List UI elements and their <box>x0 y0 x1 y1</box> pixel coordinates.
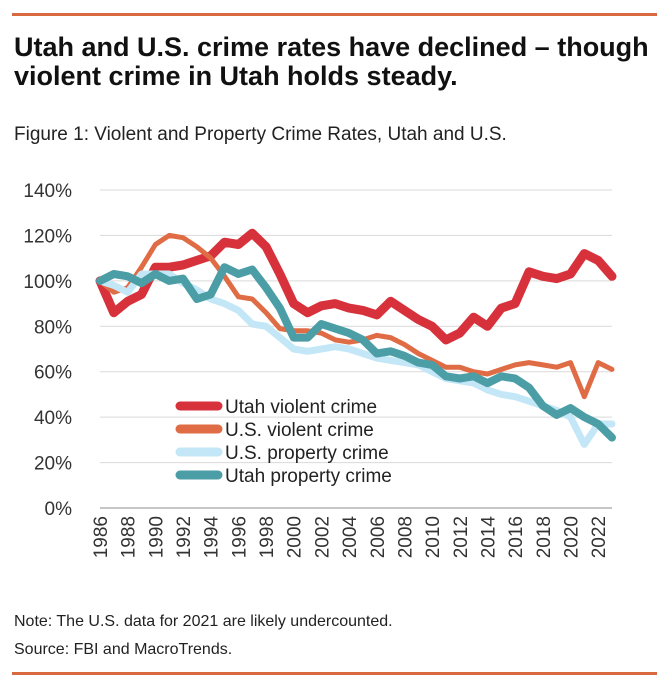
x-tick-label: 2008 <box>395 516 416 558</box>
series-lines <box>95 228 617 448</box>
chart-subtitle: Figure 1: Violent and Property Crime Rat… <box>14 124 507 145</box>
y-tick-label: 60% <box>34 363 72 384</box>
x-tick-label: 2022 <box>589 516 610 558</box>
y-tick-label: 140% <box>23 181 72 202</box>
legend-label: Utah property crime <box>225 466 392 487</box>
x-tick-label: 2018 <box>534 516 555 558</box>
x-tick-label: 1986 <box>91 516 112 558</box>
x-tick-label: 1994 <box>202 516 223 559</box>
footnote-note: Note: The U.S. data for 2021 are likely … <box>14 613 393 630</box>
y-tick-label: 100% <box>23 272 72 293</box>
x-tick-label: 2012 <box>451 516 472 558</box>
y-axis-tick-labels: 0% 20% 40% 60% 80% 100% 120% 140% <box>23 181 72 520</box>
legend-label: U.S. violent crime <box>225 420 374 441</box>
y-tick-label: 40% <box>34 408 72 429</box>
series-line-3 <box>96 263 616 442</box>
x-tick-label: 1988 <box>119 516 140 558</box>
x-tick-label: 1992 <box>174 516 195 558</box>
x-axis-tick-labels: 1986 1988 1990 1992 1994 1996 1998 2000 2002 2004… <box>91 516 610 559</box>
y-tick-label: 20% <box>34 454 72 475</box>
series-line-0 <box>95 228 617 345</box>
x-tick-label: 2000 <box>285 516 306 558</box>
x-tick-label: 1990 <box>146 516 167 558</box>
series-line-2 <box>96 270 616 448</box>
bottom-rule <box>12 672 657 675</box>
x-tick-label: 2020 <box>561 516 582 558</box>
y-tick-label: 80% <box>34 317 72 338</box>
footnote-source: Source: FBI and MacroTrends. <box>14 641 233 658</box>
y-tick-label: 120% <box>23 226 72 247</box>
top-rule <box>12 13 657 16</box>
x-tick-label: 2002 <box>312 516 333 558</box>
y-tick-label: 0% <box>45 499 73 520</box>
x-tick-label: 1998 <box>257 516 278 558</box>
chart-title: Utah and U.S. crime rates have declined … <box>14 32 649 91</box>
series-line-1 <box>97 232 615 400</box>
legend-label: Utah violent crime <box>225 397 377 418</box>
x-tick-label: 2006 <box>368 516 389 558</box>
x-tick-label: 1996 <box>229 516 250 558</box>
x-tick-label: 2004 <box>340 516 361 559</box>
x-tick-label: 2016 <box>506 516 527 558</box>
x-tick-label: 2014 <box>478 516 499 559</box>
legend-label: U.S. property crime <box>225 443 389 464</box>
crime-rate-line-chart: 0%20%40%60%80%100%120%140% 1986 1988 1990 1… <box>23 181 617 559</box>
x-tick-label: 2010 <box>423 516 444 558</box>
